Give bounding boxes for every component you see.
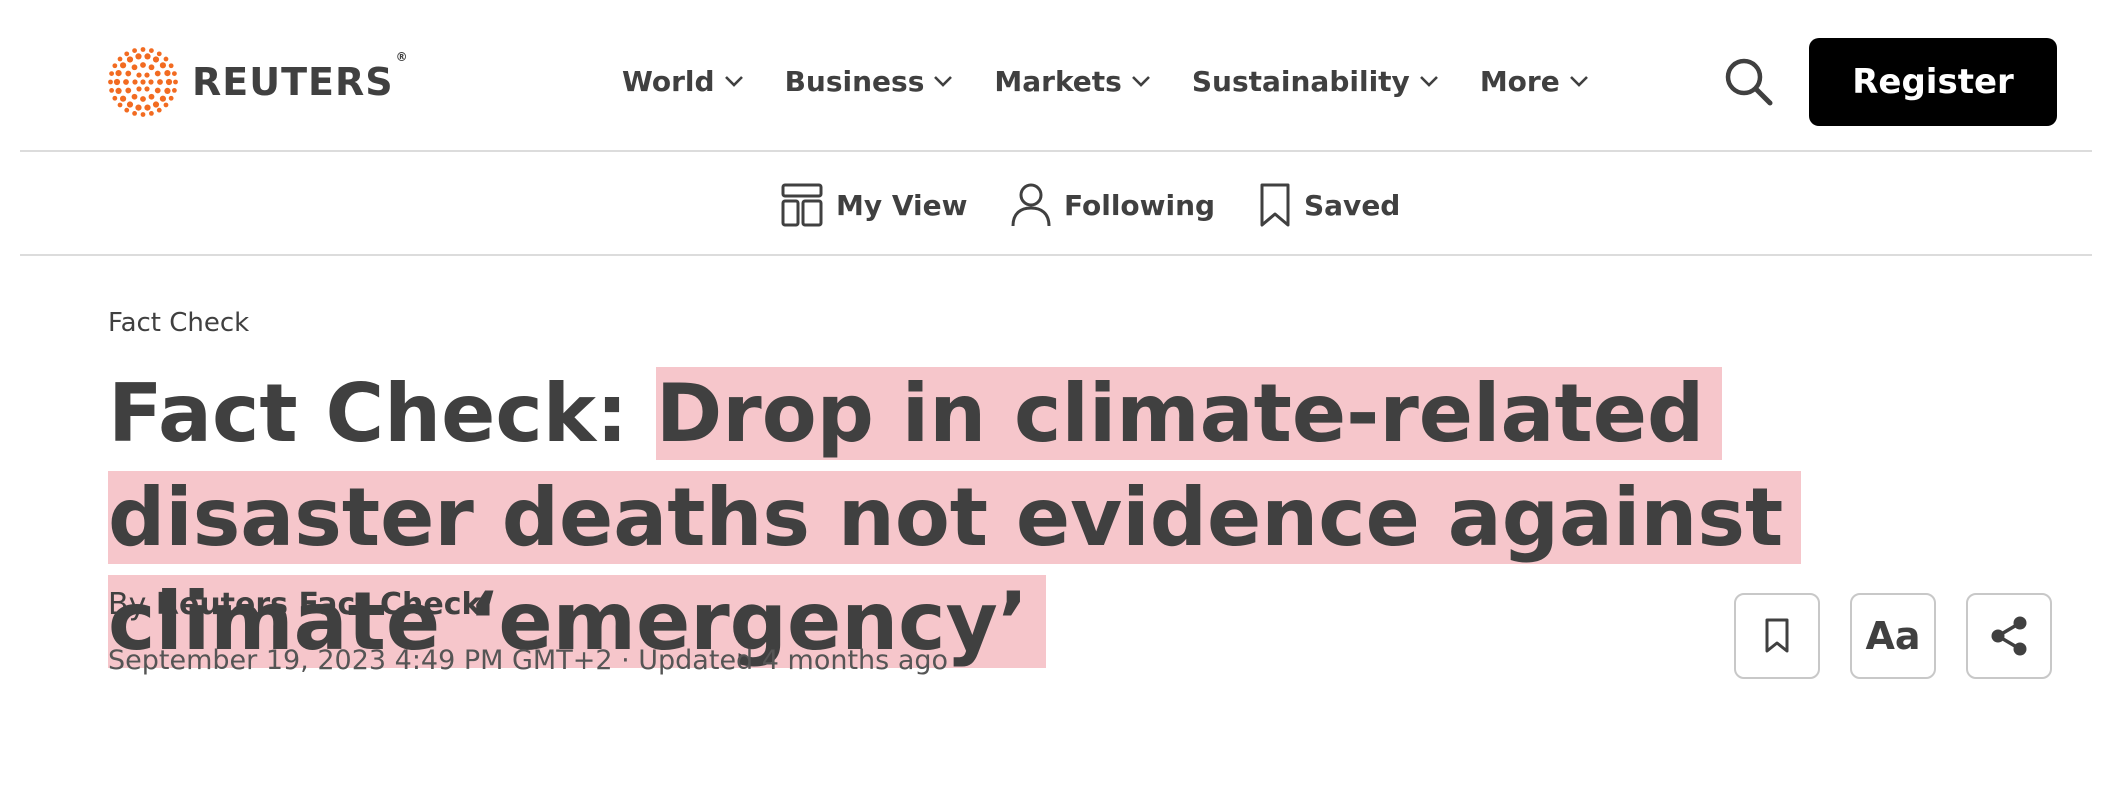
chevron-down-icon: [724, 76, 743, 87]
bookmark-icon: [1260, 183, 1290, 227]
share-button[interactable]: [1966, 593, 2052, 679]
subnav-item-label: Following: [1064, 188, 1216, 222]
subnav-divider: [20, 254, 2092, 256]
bookmark-icon: [1765, 618, 1789, 653]
byline: By Reuters Fact Check: [108, 587, 481, 622]
main-nav: World Business Markets Sustainability Mo…: [622, 58, 1630, 104]
logo-wordmark: REUTERS: [192, 60, 394, 104]
chevron-down-icon: [934, 76, 953, 87]
nav-item-label: World: [622, 64, 715, 98]
subnav-item-my-view[interactable]: My View: [780, 176, 968, 234]
nav-item-label: More: [1479, 64, 1560, 98]
search-button[interactable]: [1723, 56, 1775, 108]
share-icon: [1991, 616, 2027, 656]
person-icon: [1011, 183, 1051, 227]
reuters-logo-icon: [108, 47, 178, 117]
nav-item-markets[interactable]: Markets: [994, 65, 1150, 98]
nav-item-label: Business: [784, 64, 925, 98]
text-size-button[interactable]: Aa: [1850, 593, 1936, 679]
chevron-down-icon: [1419, 76, 1438, 87]
subnav-item-following[interactable]: Following: [1010, 176, 1215, 234]
nav-item-label: Markets: [994, 64, 1122, 98]
chevron-down-icon: [1131, 76, 1150, 87]
logo-registered-mark: ®: [395, 50, 409, 64]
layout-icon: [781, 183, 823, 227]
personal-nav: My View Following Saved: [0, 176, 2122, 234]
headline-prefix: Fact Check:: [108, 367, 656, 460]
header-divider: [20, 150, 2092, 152]
nav-item-more[interactable]: More: [1480, 65, 1589, 98]
nav-item-world[interactable]: World: [622, 65, 744, 98]
register-button[interactable]: Register: [1809, 38, 2057, 126]
subnav-item-label: My View: [836, 188, 968, 222]
nav-item-sustainability[interactable]: Sustainability: [1192, 65, 1439, 98]
reuters-logo[interactable]: REUTERS®: [108, 47, 409, 117]
byline-author-link[interactable]: Reuters Fact Check: [155, 587, 482, 622]
article-headline: Fact Check: Drop in climate-related disa…: [108, 362, 2028, 674]
byline-prefix: By: [108, 587, 156, 622]
site-header: REUTERS® World Business Markets Sustaina…: [0, 0, 2122, 152]
nav-item-business[interactable]: Business: [785, 65, 954, 98]
chevron-down-icon: [1569, 76, 1588, 87]
article-dateline: September 19, 2023 4:49 PM GMT+2 · Updat…: [108, 645, 949, 676]
nav-item-label: Sustainability: [1191, 64, 1410, 98]
subnav-item-saved[interactable]: Saved: [1258, 176, 1400, 234]
search-icon: [1725, 58, 1773, 106]
subnav-item-label: Saved: [1304, 188, 1401, 222]
text-size-icon: Aa: [1865, 614, 1921, 658]
save-article-button[interactable]: [1734, 593, 1820, 679]
section-kicker[interactable]: Fact Check: [108, 308, 250, 338]
